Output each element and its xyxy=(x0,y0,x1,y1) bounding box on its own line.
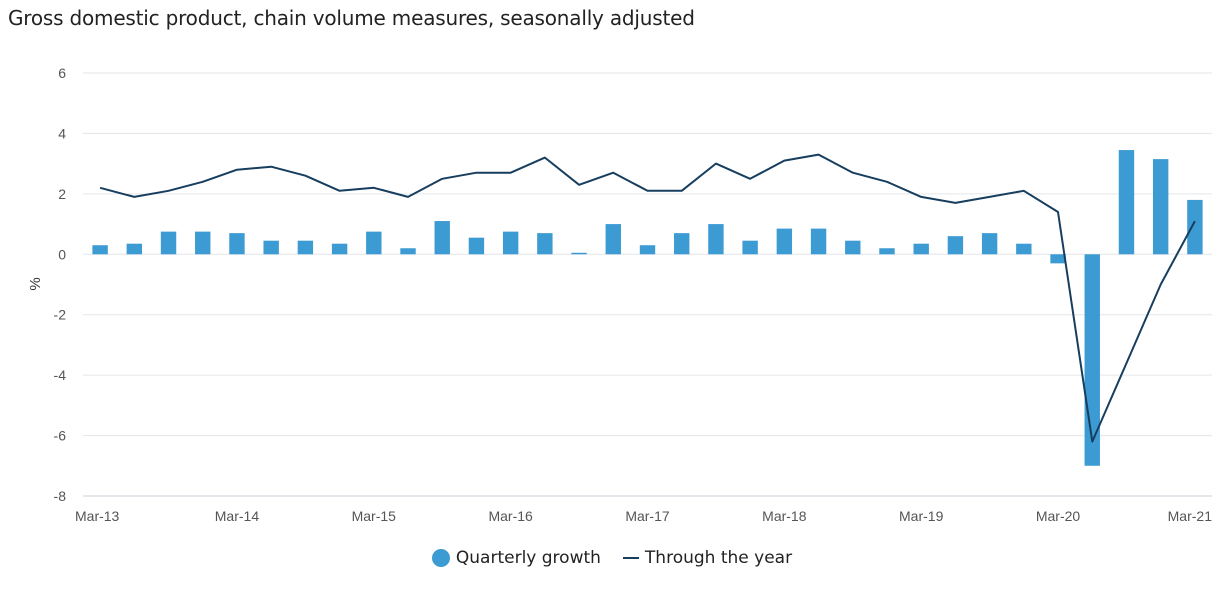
legend-item-through-the-year[interactable]: Through the year xyxy=(622,548,793,568)
bar-quarterly-growth xyxy=(742,240,758,255)
y-tick-label: 4 xyxy=(58,125,66,141)
x-tick-label: Mar-17 xyxy=(625,508,670,524)
x-tick-label: Mar-21 xyxy=(1168,508,1213,524)
x-tick-label: Mar-18 xyxy=(762,508,807,524)
legend-bar-label: Quarterly growth xyxy=(455,548,601,568)
bar-quarterly-growth xyxy=(263,240,279,255)
y-tick-label: -8 xyxy=(54,488,67,504)
bar-quarterly-growth xyxy=(1118,150,1135,255)
bar-quarterly-growth xyxy=(1016,243,1032,255)
y-tick-label: 2 xyxy=(58,186,66,202)
x-tick-label: Mar-20 xyxy=(1036,508,1081,524)
bar-quarterly-growth xyxy=(126,243,143,255)
bar-quarterly-growth xyxy=(366,231,382,255)
y-tick-label: 6 xyxy=(58,65,66,81)
y-tick-label: -2 xyxy=(54,307,67,323)
legend-bar-swatch xyxy=(431,549,450,567)
chart-svg: 6 4 2 0 -2 -4 -6 -8% Mar-13 Mar-14 Mar-15 Mar-16 Mar… xyxy=(27,65,1212,524)
bar-quarterly-growth xyxy=(1084,254,1100,466)
bar-quarterly-growth xyxy=(1050,254,1066,264)
bar-quarterly-growth xyxy=(297,240,314,255)
bar-quarterly-growth xyxy=(400,248,416,255)
bar-quarterly-growth xyxy=(195,231,211,255)
line-layer xyxy=(99,153,1196,443)
y-tick-label: -4 xyxy=(54,367,67,383)
bar-quarterly-growth xyxy=(776,228,793,255)
bar-quarterly-growth xyxy=(913,243,929,255)
bar-quarterly-growth xyxy=(434,221,450,255)
bar-quarterly-growth xyxy=(331,243,348,255)
bar-quarterly-growth xyxy=(1152,159,1169,255)
bar-quarterly-growth xyxy=(160,231,177,255)
bar-quarterly-growth xyxy=(639,245,656,255)
x-tick-label: Mar-13 xyxy=(75,508,120,524)
bar-quarterly-growth xyxy=(502,231,519,255)
y-tick-label: -6 xyxy=(54,428,67,444)
bar-quarterly-growth xyxy=(879,248,895,255)
x-tick-label: Mar-15 xyxy=(352,508,397,524)
bar-quarterly-growth xyxy=(810,228,827,255)
bar-quarterly-growth xyxy=(229,233,245,255)
bar-quarterly-growth xyxy=(605,224,621,255)
legend-line-label: Through the year xyxy=(644,548,793,568)
x-tick-label: Mar-14 xyxy=(215,508,260,524)
bar-quarterly-growth xyxy=(708,224,724,255)
bar-layer xyxy=(92,150,1203,466)
bar-quarterly-growth xyxy=(1187,199,1203,255)
bar-quarterly-growth xyxy=(674,233,690,255)
chart-title: Gross domestic product, chain volume mea… xyxy=(8,6,695,30)
bar-quarterly-growth xyxy=(947,236,964,255)
line-through-the-year xyxy=(99,153,1196,443)
x-tick-label: Mar-16 xyxy=(488,508,533,524)
legend-item-quarterly-growth[interactable]: Quarterly growth xyxy=(431,548,601,568)
y-tick-label: 0 xyxy=(58,246,66,262)
bar-quarterly-growth xyxy=(981,233,998,255)
bar-quarterly-growth xyxy=(571,252,587,255)
legend: Quarterly growth Through the year xyxy=(0,548,1224,568)
axis-layer: 6 4 2 0 -2 -4 -6 -8% Mar-13 Mar-14 Mar-15 Mar-16 Mar… xyxy=(27,65,1212,524)
y-axis-label: % xyxy=(27,277,44,290)
bar-quarterly-growth xyxy=(845,240,861,255)
legend-line-swatch xyxy=(622,557,639,559)
x-tick-label: Mar-19 xyxy=(899,508,944,524)
bar-quarterly-growth xyxy=(537,233,553,255)
bar-quarterly-growth xyxy=(468,237,485,255)
bar-quarterly-growth xyxy=(92,245,108,255)
